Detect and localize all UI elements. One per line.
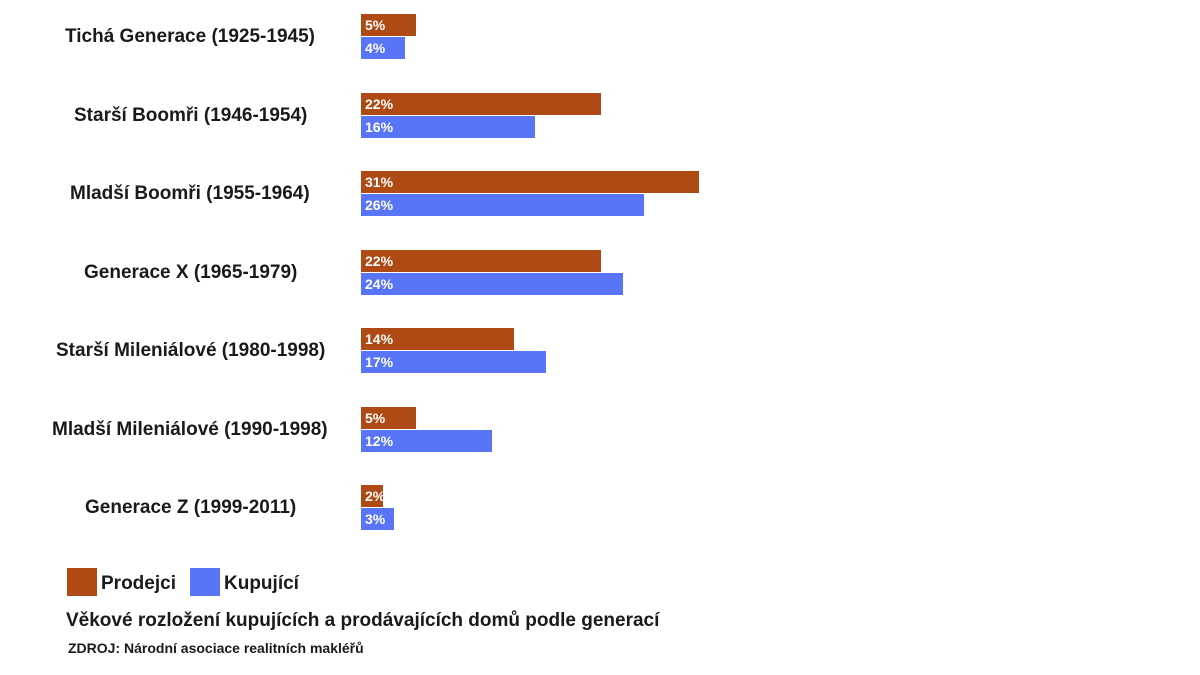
- category-label: Mladší Mileniálové (1990-1998): [52, 419, 328, 440]
- bar-value-label: 22%: [365, 253, 394, 269]
- bar-kupujici: [361, 116, 535, 138]
- bar-prodejci: [361, 328, 514, 350]
- bar-value-label: 24%: [365, 276, 394, 292]
- bar-value-label: 22%: [365, 96, 394, 112]
- bar-value-label: 12%: [365, 433, 394, 449]
- bar-prodejci: [361, 14, 416, 36]
- bar-prodejci: [361, 485, 383, 507]
- bar-prodejci: [361, 93, 601, 115]
- category-label: Starší Boomři (1946-1954): [74, 105, 308, 126]
- category-label: Generace X (1965-1979): [84, 262, 298, 283]
- bar-kupujici: [361, 194, 644, 216]
- bar-value-label: 5%: [365, 17, 386, 33]
- category-label: Tichá Generace (1925-1945): [65, 26, 315, 47]
- category-label: Starší Mileniálové (1980-1998): [56, 340, 326, 361]
- category-label: Generace Z (1999-2011): [85, 497, 297, 518]
- bar-value-label: 31%: [365, 174, 394, 190]
- legend-swatch-kupujici: [190, 568, 220, 596]
- bar-prodejci: [361, 250, 601, 272]
- bar-value-label: 26%: [365, 197, 394, 213]
- bar-value-label: 14%: [365, 331, 394, 347]
- chart-title: Věkové rozložení kupujících a prodávajíc…: [66, 610, 660, 631]
- legend-swatch-prodejci: [67, 568, 97, 596]
- bar-prodejci: [361, 171, 699, 193]
- bar-value-label: 4%: [365, 40, 386, 56]
- bar-kupujici: [361, 37, 405, 59]
- bar-value-label: 16%: [365, 119, 394, 135]
- bar-kupujici: [361, 351, 546, 373]
- legend-label-prodejci: Prodejci: [101, 573, 176, 594]
- bar-value-label: 3%: [365, 511, 386, 527]
- bar-kupujici: [361, 430, 492, 452]
- bar-kupujici: [361, 508, 394, 530]
- category-label: Mladší Boomři (1955-1964): [70, 183, 310, 204]
- bar-value-label: 5%: [365, 410, 386, 426]
- bar-kupujici: [361, 273, 623, 295]
- bar-value-label: 2%: [365, 488, 386, 504]
- bar-value-label: 17%: [365, 354, 394, 370]
- bar-prodejci: [361, 407, 416, 429]
- legend-label-kupujici: Kupující: [224, 573, 299, 594]
- chart-source: ZDROJ: Národní asociace realitních maklé…: [68, 640, 364, 656]
